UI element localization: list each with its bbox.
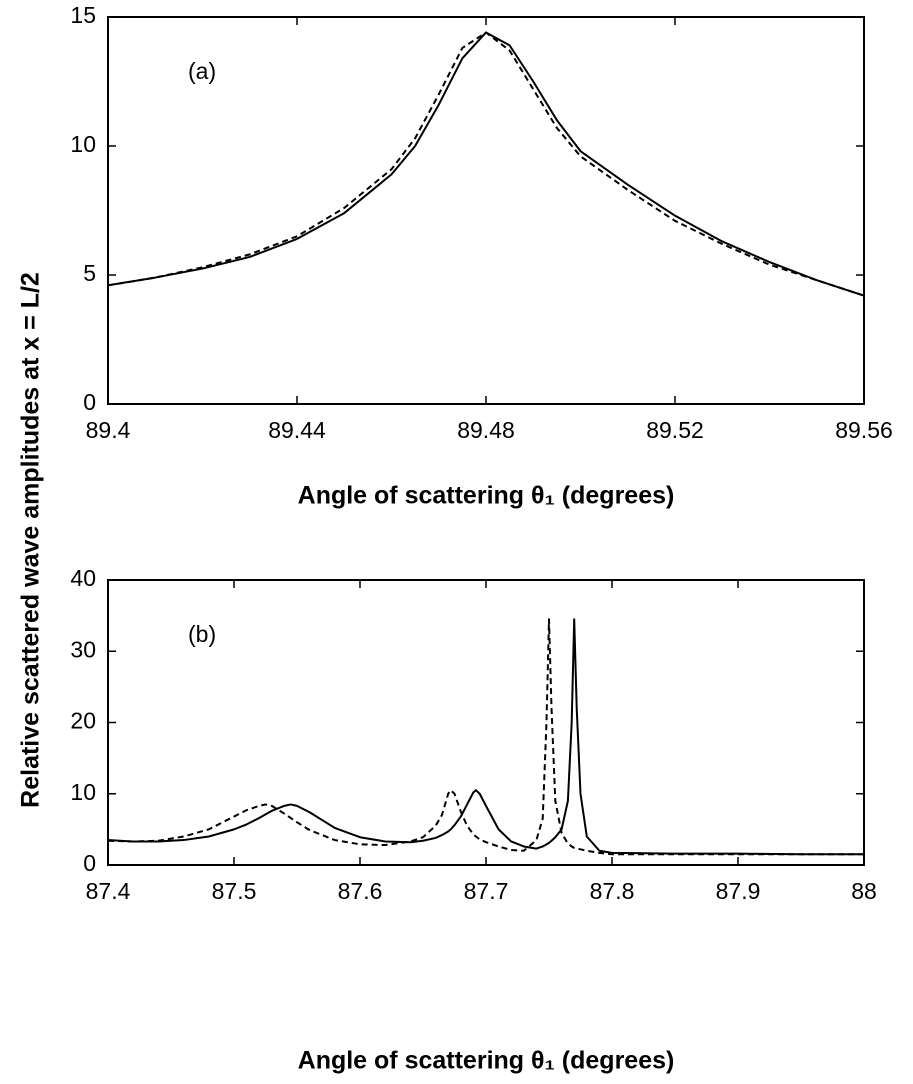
data-line bbox=[107, 31, 865, 297]
y-tick-label: 0 bbox=[83, 850, 96, 876]
y-tick-label: 40 bbox=[70, 565, 96, 591]
data-line bbox=[107, 618, 864, 856]
x-tick-label: 87.5 bbox=[212, 878, 257, 904]
x-tick-label: 87.4 bbox=[86, 878, 131, 904]
x-tick-label: 89.4 bbox=[86, 417, 131, 443]
y-tick-label: 0 bbox=[83, 389, 96, 415]
y-tick-label: 10 bbox=[70, 131, 96, 157]
x-tick-label: 89.44 bbox=[268, 417, 326, 443]
x-tick-label: 87.7 bbox=[464, 878, 509, 904]
x-axis-label: Angle of scattering θ₁ (degrees) bbox=[298, 1047, 675, 1075]
y-tick-label: 20 bbox=[70, 708, 96, 734]
y-tick-label: 5 bbox=[83, 260, 96, 286]
plot-frame bbox=[107, 16, 865, 405]
x-tick-label: 88 bbox=[851, 878, 877, 904]
y-tick-label: 10 bbox=[70, 779, 96, 805]
x-tick-label: 89.48 bbox=[457, 417, 515, 443]
y-axis-label: Relative scattered wave amplitudes at x … bbox=[17, 272, 45, 808]
x-tick-label: 87.8 bbox=[590, 878, 635, 904]
plot-frame bbox=[107, 579, 865, 866]
x-tick-label: 89.56 bbox=[835, 417, 893, 443]
data-line bbox=[107, 31, 865, 297]
x-tick-label: 89.52 bbox=[646, 417, 704, 443]
x-tick-label: 87.9 bbox=[716, 878, 761, 904]
data-line bbox=[107, 618, 864, 856]
x-axis-label: Angle of scattering θ₁ (degrees) bbox=[298, 482, 675, 510]
panel-label: (a) bbox=[188, 58, 216, 84]
y-tick-label: 15 bbox=[70, 2, 96, 28]
x-tick-label: 87.6 bbox=[338, 878, 383, 904]
panel-label: (b) bbox=[188, 621, 216, 647]
y-tick-label: 30 bbox=[70, 636, 96, 662]
